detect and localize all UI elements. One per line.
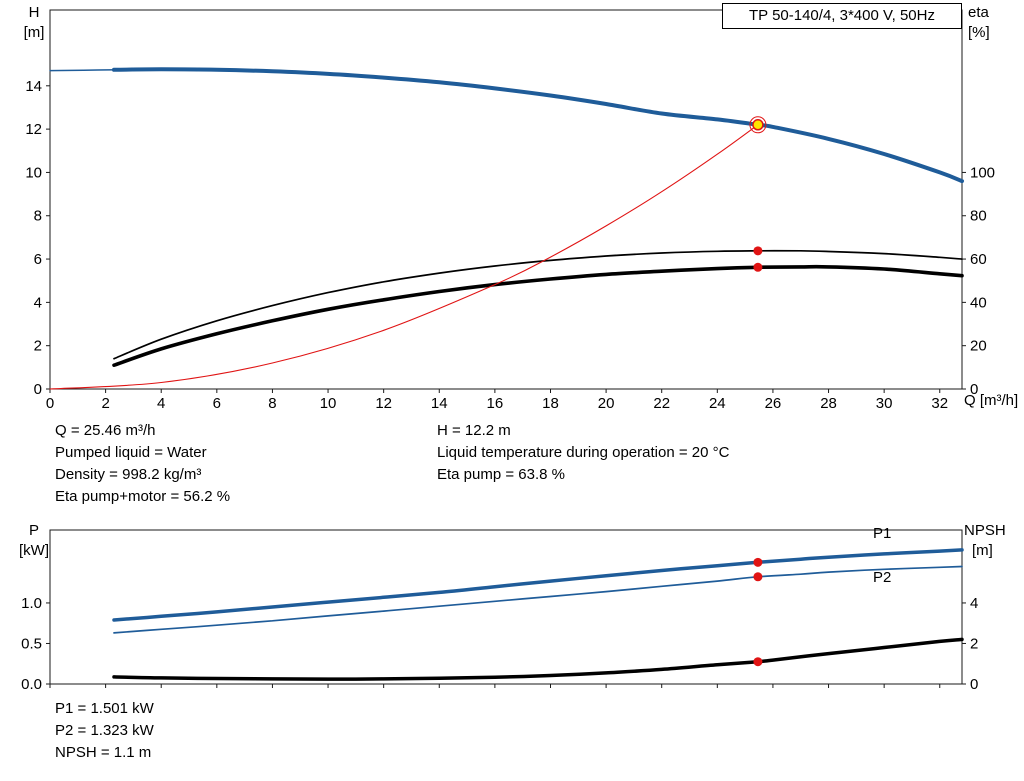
left-tick-label: 0.0: [21, 676, 42, 693]
pumped-liquid: Pumped liquid = Water: [55, 444, 207, 461]
p2-curve: [113, 565, 963, 634]
right-tick-label: 0: [970, 676, 978, 693]
x-tick-label: 30: [876, 395, 893, 412]
duty-point-ring: [749, 116, 767, 134]
npsh-point: [753, 657, 763, 667]
x-tick-label: 24: [709, 395, 726, 412]
x-tick-label: 10: [320, 395, 337, 412]
left-tick-label: 2: [34, 338, 42, 355]
x-tick-label: 26: [765, 395, 782, 412]
left-tick-label: 1.0: [21, 595, 42, 612]
x-tick-label: 4: [157, 395, 165, 412]
x-tick-label: 6: [213, 395, 221, 412]
left-tick-label: 14: [25, 78, 42, 95]
x-tick-label: 0: [46, 395, 54, 412]
npsh-curve: [112, 637, 964, 681]
right-tick-label: 40: [970, 294, 987, 311]
power-npsh-chart-frame: [49, 529, 963, 685]
eta-axis-name: eta: [968, 4, 989, 21]
x-tick-label: 8: [268, 395, 276, 412]
eta-pump-value: Eta pump = 63.8 %: [437, 466, 565, 483]
eta-axis-unit: [%]: [968, 24, 990, 41]
left-tick-label: 0: [34, 381, 42, 398]
npsh-axis-name: NPSH: [964, 522, 1006, 539]
p-axis-name: P: [28, 522, 39, 539]
q-axis-label: Q [m³/h]: [964, 392, 1019, 409]
right-tick-label: 0: [970, 381, 978, 398]
pump-type-label: TP 50-140/4, 3*400 V, 50Hz: [749, 7, 935, 24]
qh-eta-chart-frame: [49, 9, 963, 390]
p1-point: [753, 557, 763, 567]
duty-point: [752, 119, 764, 131]
eta-pump-curve: [113, 249, 963, 360]
left-tick-label: 8: [34, 208, 42, 225]
right-tick-label: 4: [970, 595, 978, 612]
p2-curve-label: P2: [873, 569, 891, 586]
head-value: H = 12.2 m: [437, 422, 511, 439]
p2-point: [753, 572, 763, 582]
p1-curve-label: P1: [873, 525, 891, 542]
h-axis-unit: [m]: [23, 24, 45, 41]
operating-data-left: Q = 25.46 m³/h Pumped liquid = Water Den…: [55, 420, 230, 508]
flow-value: Q = 25.46 m³/h: [55, 422, 156, 439]
x-tick-label: 18: [542, 395, 559, 412]
x-tick-label: 12: [375, 395, 392, 412]
right-tick-label: 80: [970, 208, 987, 225]
x-tick-label: 32: [931, 395, 948, 412]
power-npsh-chart: 0.0 0.5 1.0 0 2 4 P1 P2: [21, 525, 978, 693]
p1-value: P1 = 1.501 kW: [55, 700, 154, 717]
x-tick-label: 2: [101, 395, 109, 412]
p-axis-unit: [kW]: [19, 542, 49, 559]
left-tick-label: 10: [25, 164, 42, 181]
qh-eta-chart: 0 2 4 6 8 10 12 14 16 18 20 22 24 26 28 30 3202468101214…: [25, 9, 995, 412]
operating-data-right: H = 12.2 m Liquid temperature during ope…: [437, 420, 729, 486]
h-axis-header: H [m]: [12, 3, 56, 43]
right-tick-label: 20: [970, 338, 987, 355]
qh-curve: [112, 67, 964, 184]
p1-curve: [112, 548, 964, 622]
x-tick-label: 14: [431, 395, 448, 412]
right-tick-label: 2: [970, 635, 978, 652]
x-tick-label: 16: [487, 395, 504, 412]
qh-curve-lead: [49, 69, 121, 72]
power-npsh-results: P1 = 1.501 kW P2 = 1.323 kW NPSH = 1.1 m: [55, 698, 154, 764]
left-tick-label: 12: [25, 121, 42, 138]
eta-pump-motor-value: Eta pump+motor = 56.2 %: [55, 488, 231, 505]
system-curve: [49, 124, 759, 390]
eta-pump-motor-point: [753, 262, 763, 272]
npsh-axis-unit: [m]: [972, 542, 993, 559]
right-tick-label: 100: [970, 164, 995, 181]
right-tick-label: 60: [970, 251, 987, 268]
density-value: Density = 998.2 kg/m³: [55, 466, 202, 483]
liquid-temperature: Liquid temperature during operation = 20…: [437, 444, 730, 461]
npsh-value: NPSH = 1.1 m: [55, 744, 152, 761]
x-tick-label: 28: [820, 395, 837, 412]
left-tick-label: 4: [34, 294, 42, 311]
eta-pump-motor-curve: [112, 264, 964, 367]
eta-pump-point: [753, 246, 763, 256]
left-tick-label: 0.5: [21, 635, 42, 652]
pump-type-box: TP 50-140/4, 3*400 V, 50Hz: [722, 3, 962, 29]
left-tick-label: 6: [34, 251, 42, 268]
npsh-axis-header: NPSH [m]: [964, 521, 1006, 561]
x-tick-label: 22: [653, 395, 670, 412]
p-axis-header: P [kW]: [12, 521, 56, 561]
x-tick-label: 20: [598, 395, 615, 412]
p2-value: P2 = 1.323 kW: [55, 722, 154, 739]
eta-axis-header: eta [%]: [968, 3, 990, 43]
h-axis-name: H: [28, 4, 40, 21]
